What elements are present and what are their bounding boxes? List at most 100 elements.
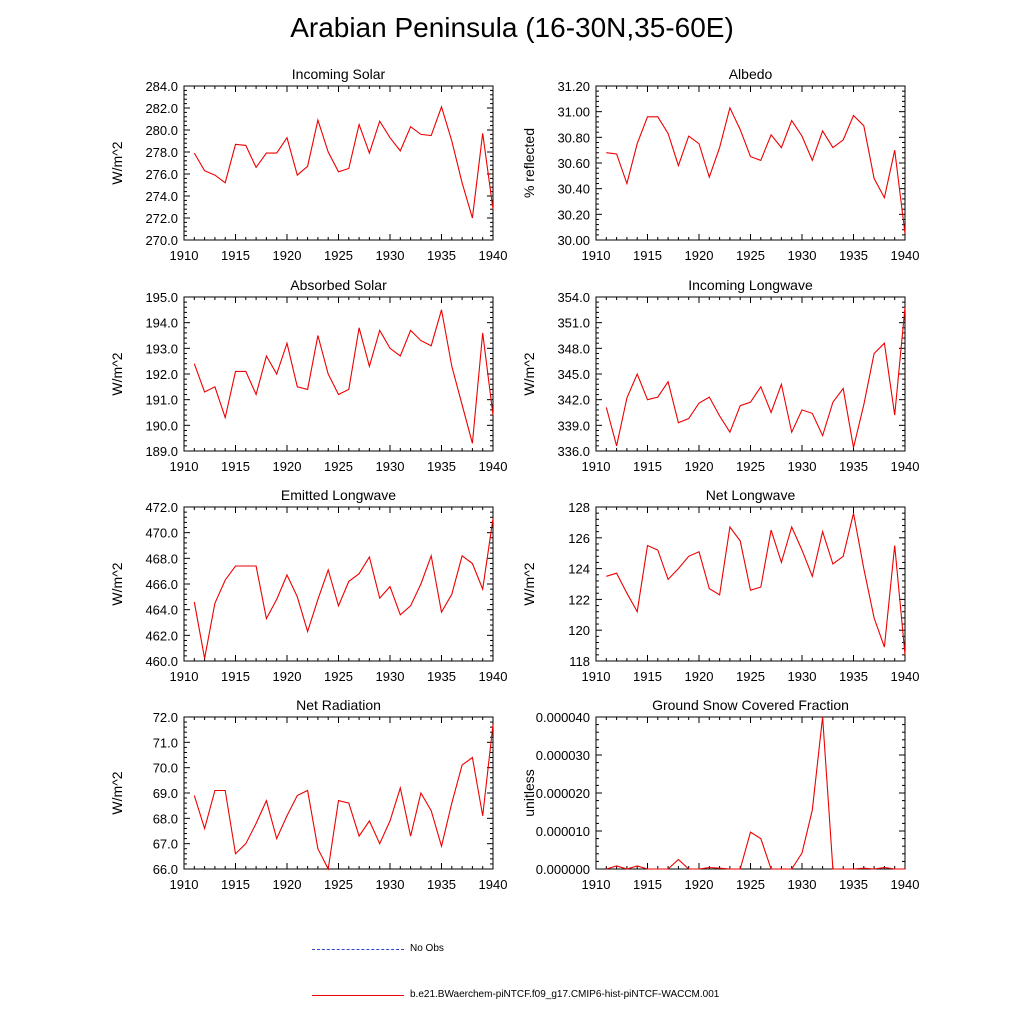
y-tick-label: 460.0 bbox=[145, 654, 178, 669]
panel-title: Incoming Solar bbox=[292, 66, 386, 82]
y-tick-label: 193.0 bbox=[145, 341, 178, 356]
x-tick-label: 1915 bbox=[221, 877, 250, 892]
x-tick-label: 1920 bbox=[685, 877, 714, 892]
series-line bbox=[606, 716, 905, 870]
panel-title: Net Longwave bbox=[706, 487, 796, 503]
x-tick-label: 1925 bbox=[736, 459, 765, 474]
x-tick-label: 1940 bbox=[479, 459, 508, 474]
y-tick-label: 118 bbox=[569, 654, 590, 669]
y-tick-label: 348.0 bbox=[557, 341, 590, 356]
chart-panel: Ground Snow Covered Fraction unitless 1910… bbox=[521, 697, 919, 892]
x-tick-label: 1940 bbox=[891, 459, 920, 474]
x-tick-label: 1920 bbox=[273, 669, 302, 684]
x-tick-label: 1925 bbox=[736, 669, 765, 684]
y-tick-label: 0.000000 bbox=[536, 862, 590, 877]
y-tick-label: 194.0 bbox=[145, 316, 178, 331]
y-tick-label: 30.40 bbox=[557, 182, 590, 197]
y-tick-label: 280.0 bbox=[145, 123, 178, 138]
x-tick-label: 1930 bbox=[788, 459, 817, 474]
y-tick-label: 31.20 bbox=[557, 79, 590, 94]
y-tick-label: 462.0 bbox=[145, 628, 178, 643]
y-tick-label: 342.0 bbox=[557, 393, 590, 408]
chart-panel: Albedo % reflected 1910 1915 1920 1925 1930 193… bbox=[521, 66, 919, 263]
plot-frame bbox=[183, 296, 494, 452]
panel-title: Ground Snow Covered Fraction bbox=[652, 697, 849, 713]
y-tick-label: 336.0 bbox=[557, 444, 590, 459]
plot-frame bbox=[183, 716, 494, 870]
y-tick-label: 0.000010 bbox=[536, 824, 590, 839]
series-line bbox=[605, 307, 906, 448]
x-tick-label: 1925 bbox=[324, 877, 353, 892]
panel-title: Net Radiation bbox=[296, 697, 381, 713]
y-tick-label: 124 bbox=[568, 562, 590, 577]
y-tick-label: 466.0 bbox=[145, 577, 178, 592]
x-tick-label: 1920 bbox=[273, 877, 302, 892]
x-tick-label: 1915 bbox=[633, 459, 662, 474]
y-tick-label: 192.0 bbox=[145, 367, 178, 382]
series-line bbox=[606, 513, 906, 655]
x-tick-label: 1910 bbox=[170, 669, 199, 684]
y-tick-label: 0.000020 bbox=[536, 786, 590, 801]
series-line bbox=[193, 309, 494, 444]
y-tick-label: 120 bbox=[568, 623, 590, 638]
y-tick-label: 195.0 bbox=[145, 290, 178, 305]
y-tick-label: 31.00 bbox=[557, 105, 590, 120]
y-tick-label: 30.00 bbox=[557, 233, 590, 248]
y-tick-label: 472.0 bbox=[145, 500, 178, 515]
x-tick-label: 1940 bbox=[891, 877, 920, 892]
legend-line-no-obs bbox=[312, 949, 404, 950]
x-tick-label: 1930 bbox=[376, 248, 405, 263]
y-tick-label: 30.20 bbox=[557, 207, 590, 222]
y-tick-label: 191.0 bbox=[145, 393, 178, 408]
y-tick-label: 276.0 bbox=[145, 167, 178, 182]
x-tick-label: 1925 bbox=[736, 248, 765, 263]
y-tick-label: 71.0 bbox=[153, 735, 178, 750]
plot-frame bbox=[183, 506, 494, 662]
y-tick-label: 272.0 bbox=[145, 211, 178, 226]
x-tick-label: 1935 bbox=[427, 248, 456, 263]
y-tick-label: 470.0 bbox=[145, 526, 178, 541]
panel-title: Absorbed Solar bbox=[290, 277, 387, 293]
x-tick-label: 1940 bbox=[891, 248, 920, 263]
y-tick-label: 66.0 bbox=[153, 862, 178, 877]
chart-panel: Net Longwave W/m^2 1910 1915 1920 1925 1930 193… bbox=[521, 487, 919, 684]
y-axis-label: W/m^2 bbox=[109, 141, 125, 184]
y-tick-label: 30.60 bbox=[557, 156, 590, 171]
panel-title: Emitted Longwave bbox=[281, 487, 396, 503]
x-tick-label: 1920 bbox=[273, 248, 302, 263]
x-tick-label: 1910 bbox=[170, 877, 199, 892]
y-tick-label: 0.000040 bbox=[536, 710, 590, 725]
x-tick-label: 1910 bbox=[582, 459, 611, 474]
x-tick-label: 1910 bbox=[582, 669, 611, 684]
x-tick-label: 1935 bbox=[839, 459, 868, 474]
y-tick-label: 351.0 bbox=[557, 316, 590, 331]
legend-line-model bbox=[312, 995, 404, 996]
x-tick-label: 1930 bbox=[376, 459, 405, 474]
x-tick-label: 1940 bbox=[479, 877, 508, 892]
x-tick-label: 1915 bbox=[633, 669, 662, 684]
y-tick-label: 190.0 bbox=[145, 418, 178, 433]
y-axis-label: % reflected bbox=[521, 128, 537, 198]
y-tick-label: 274.0 bbox=[145, 189, 178, 204]
y-tick-label: 189.0 bbox=[145, 444, 178, 459]
x-tick-label: 1935 bbox=[427, 459, 456, 474]
x-tick-label: 1930 bbox=[376, 669, 405, 684]
chart-panel: Incoming Solar W/m^2 1910 1915 1920 1925 1930 1… bbox=[109, 66, 507, 263]
plot-frame bbox=[595, 716, 906, 870]
x-tick-label: 1930 bbox=[376, 877, 405, 892]
y-tick-label: 345.0 bbox=[557, 367, 590, 382]
x-tick-label: 1935 bbox=[427, 877, 456, 892]
y-axis-label: W/m^2 bbox=[109, 352, 125, 395]
figure-title: Arabian Peninsula (16-30N,35-60E) bbox=[290, 12, 734, 43]
y-tick-label: 278.0 bbox=[145, 145, 178, 160]
x-tick-label: 1930 bbox=[788, 877, 817, 892]
y-axis-label: W/m^2 bbox=[521, 352, 537, 395]
y-tick-label: 67.0 bbox=[153, 837, 178, 852]
x-tick-label: 1930 bbox=[788, 669, 817, 684]
y-tick-label: 282.0 bbox=[145, 101, 178, 116]
panel-title: Incoming Longwave bbox=[688, 277, 813, 293]
x-tick-label: 1935 bbox=[839, 248, 868, 263]
y-tick-label: 68.0 bbox=[153, 811, 178, 826]
y-tick-label: 284.0 bbox=[145, 79, 178, 94]
